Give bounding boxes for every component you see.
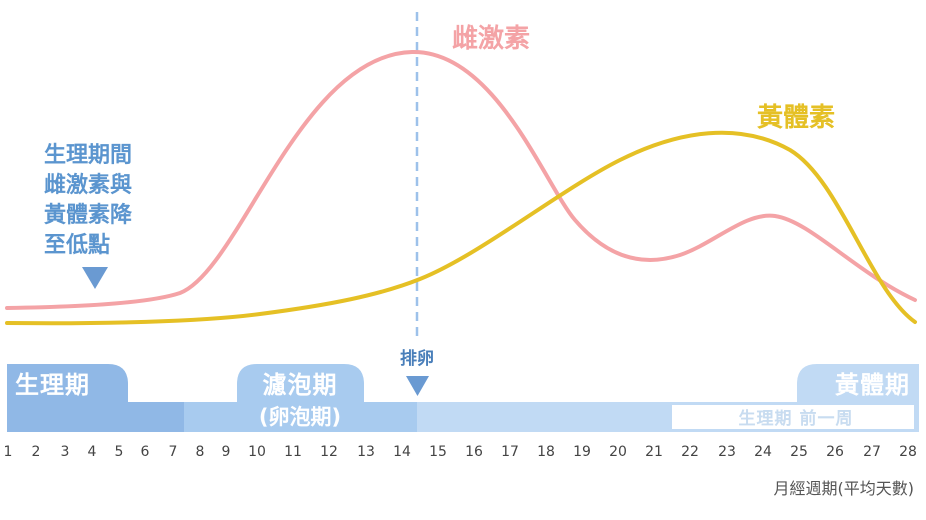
day-tick-2: 2	[32, 444, 41, 460]
day-tick-15: 15	[429, 444, 447, 460]
day-tick-17: 17	[501, 444, 519, 460]
day-tick-8: 8	[196, 444, 205, 460]
follicular-phase-label: 濾泡期	[263, 371, 338, 399]
day-tick-16: 16	[465, 444, 483, 460]
menstrual-phase-bar	[7, 402, 184, 432]
estrogen-curve	[5, 49, 917, 310]
day-tick-28: 28	[899, 444, 917, 460]
day-tick-12: 12	[320, 444, 338, 460]
day-tick-21: 21	[645, 444, 663, 460]
day-tick-5: 5	[115, 444, 124, 460]
day-tick-24: 24	[754, 444, 772, 460]
day-tick-18: 18	[537, 444, 555, 460]
day-tick-26: 26	[826, 444, 844, 460]
ovulation-marker-icon	[406, 376, 429, 396]
menstrual-note-line-1: 生理期間	[44, 143, 132, 168]
day-tick-14: 14	[393, 444, 411, 460]
estrogen-label: 雌激素	[452, 23, 530, 54]
menstrual-note-line-3: 黃體素降	[44, 202, 133, 228]
day-tick-7: 7	[169, 444, 178, 460]
ovulation-label: 排卵	[400, 348, 434, 369]
day-tick-9: 9	[222, 444, 231, 460]
day-tick-4: 4	[88, 444, 97, 460]
day-tick-27: 27	[863, 444, 881, 460]
menstrual-phase-tab	[7, 364, 128, 402]
progesterone-curve	[5, 130, 917, 326]
follicular-phase-tab	[237, 364, 364, 402]
menstrual-note-arrow-icon	[82, 267, 108, 289]
menstrual-phase-label: 生理期	[15, 371, 90, 399]
day-tick-22: 22	[681, 444, 699, 460]
luteal-phase-tab	[797, 364, 919, 402]
menstrual-note-line-2: 雌激素與	[44, 172, 132, 198]
day-tick-1: 1	[4, 444, 13, 460]
day-tick-11: 11	[284, 444, 302, 460]
premenstrual-label: 生理期 前一周	[739, 408, 854, 429]
day-tick-23: 23	[718, 444, 736, 460]
day-tick-3: 3	[61, 444, 70, 460]
day-tick-6: 6	[141, 444, 150, 460]
day-tick-20: 20	[609, 444, 627, 460]
day-tick-13: 13	[357, 444, 375, 460]
premenstrual-box	[670, 403, 916, 431]
day-tick-19: 19	[573, 444, 591, 460]
axis-title: 月經週期(平均天數)	[774, 479, 915, 498]
progesterone-label: 黃體素	[757, 103, 835, 133]
day-tick-25: 25	[790, 444, 808, 460]
menstrual-note-line-4: 至低點	[44, 233, 110, 258]
day-tick-10: 10	[248, 444, 266, 460]
follicular-phase-bar	[184, 402, 417, 432]
follicular-phase-sublabel: (卵泡期)	[259, 405, 341, 429]
luteal-phase-label: 黃體期	[835, 371, 910, 399]
